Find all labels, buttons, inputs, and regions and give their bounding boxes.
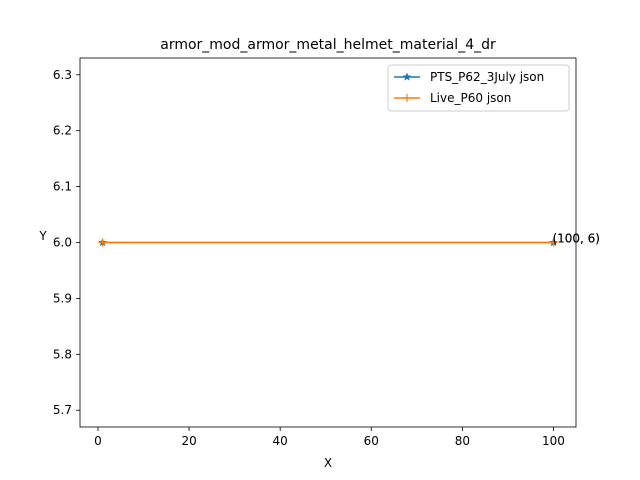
x-tick-label: 60 bbox=[364, 434, 379, 448]
x-tick-label: 100 bbox=[542, 434, 565, 448]
y-tick-label: 5.8 bbox=[53, 347, 72, 361]
chart-title: armor_mod_armor_metal_helmet_material_4_… bbox=[160, 37, 496, 53]
y-tick-label: 5.9 bbox=[53, 291, 72, 305]
y-tick-label: 6.3 bbox=[53, 68, 72, 82]
x-tick-label: 0 bbox=[94, 434, 102, 448]
x-axis-label: X bbox=[324, 456, 332, 470]
y-tick-label: 5.7 bbox=[53, 403, 72, 417]
legend: PTS_P62_3July json Live_P60 json bbox=[387, 64, 570, 112]
y-axis-label: Y bbox=[38, 229, 47, 243]
legend-box bbox=[387, 64, 570, 112]
y-tick-label: 6.2 bbox=[53, 124, 72, 138]
x-tick-label: 40 bbox=[273, 434, 288, 448]
series-2-marker bbox=[549, 238, 558, 247]
x-tick-label: 80 bbox=[455, 434, 470, 448]
legend-marker-1 bbox=[402, 72, 412, 81]
y-tick-label: 6.0 bbox=[53, 236, 72, 250]
legend-label-2: Live_P60 json bbox=[430, 91, 511, 105]
x-tick-label: 20 bbox=[181, 434, 196, 448]
legend-marker-2 bbox=[403, 94, 411, 102]
plot-frame bbox=[79, 57, 577, 428]
y-tick-label: 6.1 bbox=[53, 180, 72, 194]
series-2-marker bbox=[98, 238, 107, 247]
legend-label-1: PTS_P62_3July json bbox=[430, 70, 544, 84]
